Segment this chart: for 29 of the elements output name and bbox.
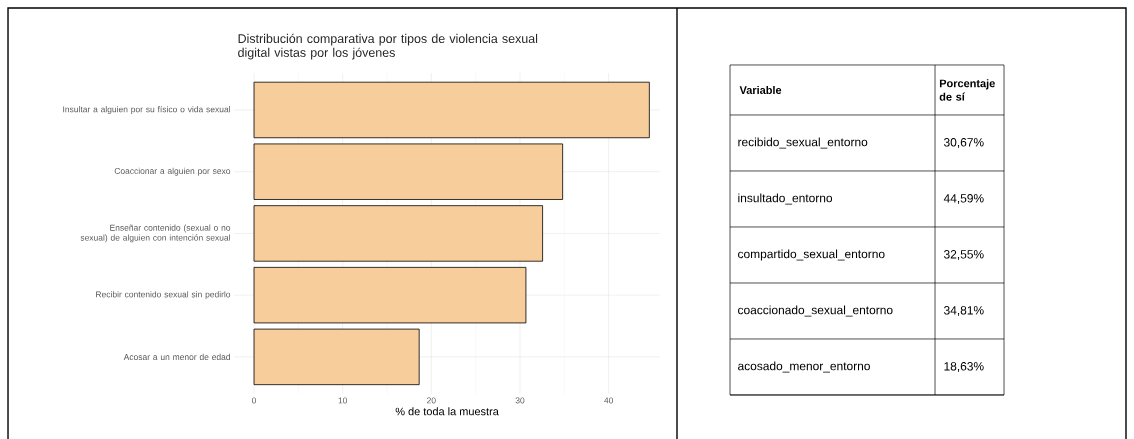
x-tick-label: 20 (427, 397, 436, 404)
text: compartido_sexual_entorno (738, 249, 885, 261)
bar (253, 81, 650, 139)
text: 18,63% (944, 362, 984, 372)
y-tick-label: Insultar a alguien por su físico o vida sexual (63, 105, 230, 114)
bar (253, 205, 543, 262)
x-tick-label: 30 (515, 397, 525, 404)
text: 34,81% (944, 306, 984, 316)
x-tick-label: 40 (604, 397, 614, 404)
text: Porcentaje de sí (939, 79, 995, 101)
x-tick-label: 10 (338, 397, 348, 404)
bar (253, 328, 420, 386)
bar (253, 143, 564, 200)
text: coaccionado_sexual_entorno (738, 305, 893, 317)
bar (253, 266, 527, 324)
y-tick-label: Enseñar contenido (sexual o no sexual) de alguien con intención sexual (80, 224, 231, 243)
text: 30,67% (944, 138, 984, 148)
y-tick-label: Coaccionar a alguien por sexo (114, 167, 231, 176)
text: 32,55% (944, 250, 984, 260)
y-tick-label: Recibir contenido sexual sin pedirlo (96, 291, 231, 300)
y-tick-label: Acosar a un menor de edad (123, 353, 230, 360)
text: Variable (739, 85, 782, 95)
text: insultado_entorno (738, 193, 833, 205)
text: 44,59% (943, 194, 984, 204)
x-axis-title: % de toda la muestra (395, 407, 499, 416)
text: acosado_menor_entorno (738, 361, 870, 373)
text: recibido_sexual_entorno (738, 137, 868, 149)
x-tick-label: 0 (251, 397, 257, 404)
chart-title: Distribución comparativa por tipos de violencia sexual digital vistas por los jóvenes (238, 33, 538, 60)
